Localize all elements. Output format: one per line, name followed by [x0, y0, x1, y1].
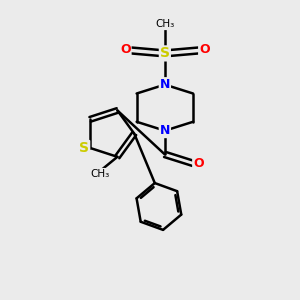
Text: CH₃: CH₃	[155, 19, 175, 29]
Text: N: N	[160, 124, 170, 137]
Text: N: N	[160, 78, 170, 91]
Text: S: S	[79, 141, 89, 155]
Text: S: S	[160, 46, 170, 60]
Text: O: O	[120, 43, 130, 56]
Text: CH₃: CH₃	[90, 169, 109, 179]
Text: O: O	[199, 43, 210, 56]
Text: O: O	[193, 157, 204, 170]
